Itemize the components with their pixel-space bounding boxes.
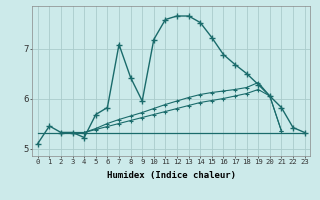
X-axis label: Humidex (Indice chaleur): Humidex (Indice chaleur)	[107, 171, 236, 180]
